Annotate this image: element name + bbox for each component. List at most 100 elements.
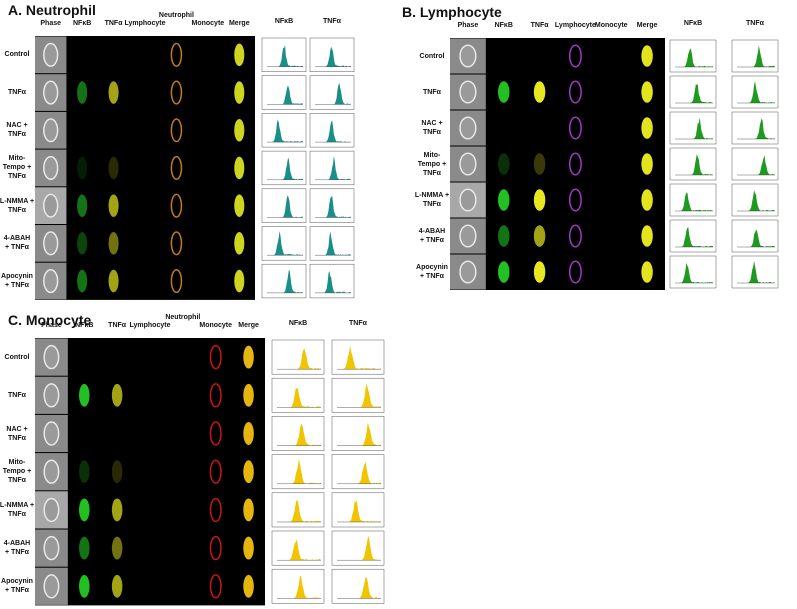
histogram-header: TNFα bbox=[323, 18, 341, 25]
column-header: TNFα bbox=[530, 22, 549, 29]
phase-cell bbox=[43, 459, 60, 484]
cell-signal bbox=[533, 81, 546, 103]
column-header: TNFα bbox=[108, 322, 127, 329]
cell-signal bbox=[533, 153, 546, 175]
histogram-header: NFκB bbox=[288, 320, 308, 327]
cell-signal bbox=[234, 81, 245, 104]
cell-signal bbox=[209, 421, 222, 446]
cell-signal bbox=[243, 498, 254, 522]
cell-signal bbox=[568, 224, 582, 248]
histogram-shape bbox=[267, 119, 303, 143]
phase-cell bbox=[459, 224, 477, 248]
row-label: NAC + TNFα bbox=[6, 425, 28, 442]
phase-cell bbox=[459, 152, 477, 176]
column-header: NFκB bbox=[494, 22, 513, 29]
phase-cell bbox=[43, 155, 59, 181]
phase-cell bbox=[43, 80, 59, 105]
cell-signal bbox=[641, 45, 653, 67]
cell-signal bbox=[77, 81, 88, 104]
histogram-frame bbox=[261, 263, 307, 299]
cell-signal bbox=[170, 118, 183, 143]
panel-title: A. Neutrophil bbox=[8, 2, 96, 18]
cell-signal bbox=[170, 42, 183, 67]
cell-signal bbox=[111, 460, 123, 484]
cell-signal bbox=[498, 153, 510, 175]
image-grid-bg bbox=[35, 338, 265, 606]
cell-signal bbox=[209, 344, 222, 370]
cell-signal bbox=[234, 232, 245, 255]
row-label: NAC + TNFα bbox=[421, 120, 443, 136]
histogram-shape bbox=[675, 262, 713, 283]
column-header: Phase bbox=[457, 22, 479, 29]
column-header: Merge bbox=[238, 322, 259, 329]
column-header: Monocyte bbox=[594, 22, 628, 29]
cell-signal bbox=[533, 225, 546, 247]
histogram-shape bbox=[315, 195, 351, 218]
row-label: L-NMMA + TNFα bbox=[414, 192, 450, 208]
cell-signal bbox=[170, 80, 183, 105]
row-label: L-NMMA + TNFα bbox=[0, 197, 35, 214]
cell-signal bbox=[568, 152, 582, 176]
row-label: Apocynin + TNFα bbox=[1, 578, 33, 595]
cell-signal bbox=[243, 574, 254, 598]
column-header: Phase bbox=[40, 20, 62, 27]
phase-cell bbox=[43, 42, 59, 67]
cell-signal bbox=[108, 81, 119, 104]
phase-cell bbox=[43, 231, 59, 256]
cell-signal bbox=[234, 156, 245, 180]
row-label: 4-ABAH + TNFα bbox=[418, 228, 446, 244]
histogram-shape bbox=[315, 46, 351, 67]
histogram-shape bbox=[315, 83, 351, 105]
cell-signal bbox=[77, 269, 88, 293]
row-label: TNFα bbox=[8, 89, 26, 97]
phase-cell bbox=[43, 421, 60, 446]
cell-signal bbox=[243, 422, 254, 445]
cell-signal bbox=[209, 497, 222, 523]
histogram-shape bbox=[315, 231, 351, 256]
row-label: Mito- Tempo + TNFα bbox=[417, 151, 447, 177]
column-header: Neutrophil bbox=[165, 314, 201, 321]
histogram-header: NFκB bbox=[683, 20, 703, 27]
cell-signal bbox=[77, 156, 88, 180]
cell-signal bbox=[209, 535, 222, 561]
phase-cell bbox=[459, 80, 477, 104]
phase-cell bbox=[43, 574, 60, 599]
column-header: Lymphocyte bbox=[554, 22, 596, 29]
histogram-shape bbox=[337, 422, 381, 446]
phase-cell bbox=[43, 497, 60, 523]
cell-signal bbox=[243, 383, 254, 407]
cell-signal bbox=[641, 225, 653, 247]
cell-signal bbox=[498, 261, 510, 283]
histogram-shape bbox=[337, 536, 381, 561]
cell-signal bbox=[79, 498, 90, 522]
histogram-shape bbox=[337, 499, 381, 522]
cell-signal bbox=[568, 44, 582, 68]
histogram-shape bbox=[267, 44, 303, 67]
cell-signal bbox=[641, 117, 653, 139]
histogram-shape bbox=[277, 575, 321, 599]
phase-cell bbox=[459, 116, 477, 140]
column-header: Merge bbox=[228, 20, 250, 27]
cell-signal bbox=[108, 194, 119, 217]
phase-cell bbox=[459, 44, 477, 68]
phase-cell bbox=[43, 193, 59, 218]
row-label: Mito- Tempo + TNFα bbox=[2, 155, 32, 181]
cell-signal bbox=[498, 81, 510, 103]
cell-signal bbox=[111, 574, 123, 598]
cell-signal bbox=[498, 189, 510, 211]
row-label: TNFα bbox=[8, 391, 26, 399]
cell-signal bbox=[108, 232, 119, 255]
row-label: Control bbox=[4, 353, 30, 361]
cell-signal bbox=[234, 118, 245, 142]
histogram-shape bbox=[267, 195, 303, 218]
cell-signal bbox=[209, 574, 222, 599]
cell-signal bbox=[79, 383, 90, 407]
column-header: Phase bbox=[41, 322, 62, 329]
cell-signal bbox=[108, 156, 119, 180]
column-header: NFκB bbox=[75, 322, 94, 329]
cell-signal bbox=[77, 232, 88, 255]
histogram-shape bbox=[337, 345, 381, 370]
column-header: Monocyte bbox=[191, 20, 225, 27]
cell-signal bbox=[641, 189, 653, 211]
row-label: Apocynin + TNFα bbox=[416, 264, 448, 280]
